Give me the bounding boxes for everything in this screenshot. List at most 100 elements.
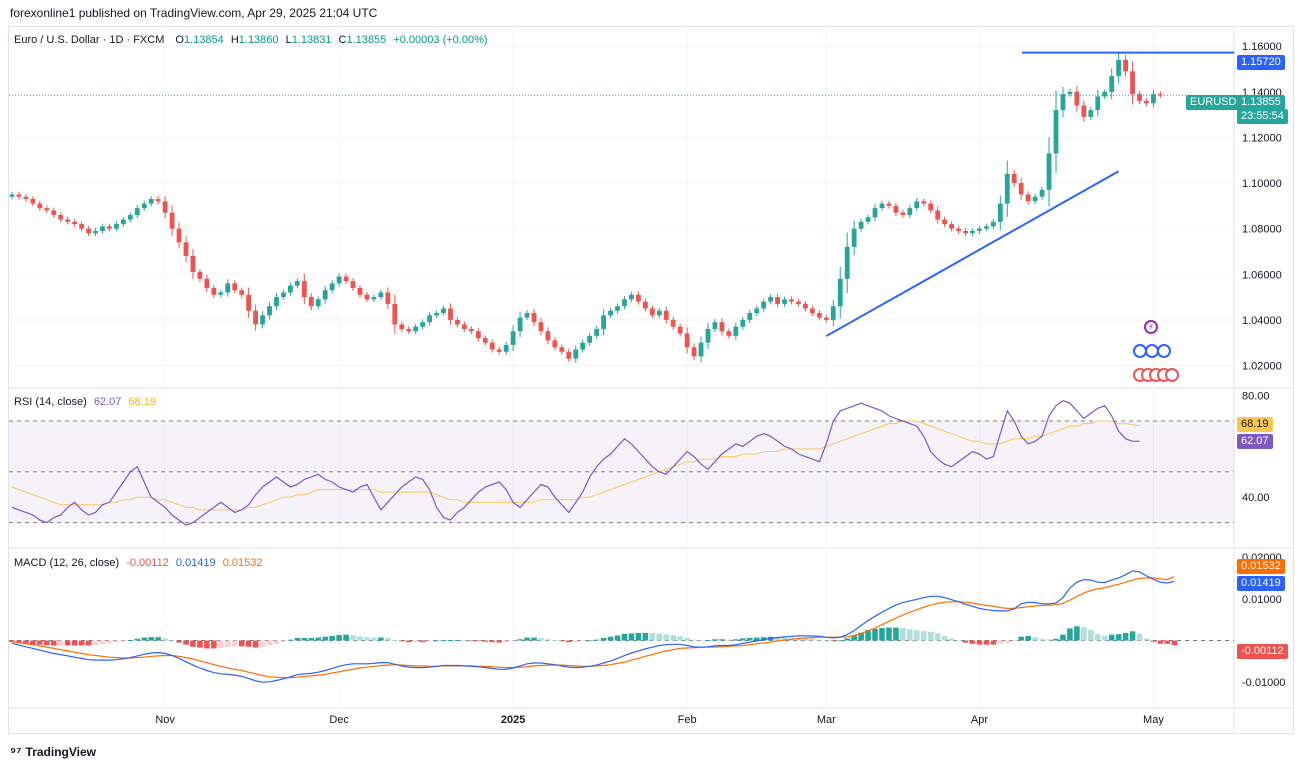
candle-body[interactable] bbox=[107, 226, 112, 229]
candle-body[interactable] bbox=[698, 342, 704, 357]
candle-body[interactable] bbox=[120, 219, 126, 225]
candle-body[interactable] bbox=[775, 297, 780, 304]
candle-body[interactable] bbox=[65, 219, 71, 222]
candle-body[interactable] bbox=[928, 203, 934, 211]
candle-body[interactable] bbox=[448, 308, 453, 320]
candle-body[interactable] bbox=[72, 221, 78, 225]
candle-body[interactable] bbox=[726, 331, 732, 336]
candle-body[interactable] bbox=[1074, 91, 1080, 106]
candle-body[interactable] bbox=[232, 283, 238, 291]
candle-body[interactable] bbox=[524, 313, 530, 318]
candle-body[interactable] bbox=[747, 313, 753, 320]
candle-body[interactable] bbox=[782, 299, 787, 304]
candle-body[interactable] bbox=[970, 230, 975, 234]
candle-body[interactable] bbox=[622, 299, 627, 307]
candle-body[interactable] bbox=[656, 310, 662, 316]
macd-line[interactable] bbox=[11, 570, 1175, 683]
candle-body[interactable] bbox=[629, 294, 634, 300]
candle-body[interactable] bbox=[350, 281, 356, 288]
candle-body[interactable] bbox=[301, 281, 307, 298]
candle-body[interactable] bbox=[308, 297, 314, 307]
candle-body[interactable] bbox=[712, 322, 718, 329]
candle-body[interactable] bbox=[977, 228, 982, 231]
candle-body[interactable] bbox=[482, 338, 488, 343]
candle-body[interactable] bbox=[1053, 110, 1059, 154]
candle-body[interactable] bbox=[455, 319, 460, 325]
candle-body[interactable] bbox=[176, 228, 182, 243]
candle-body[interactable] bbox=[162, 201, 168, 213]
candle-body[interactable] bbox=[114, 224, 119, 229]
candle-body[interactable] bbox=[872, 208, 878, 218]
candle-body[interactable] bbox=[879, 203, 885, 209]
candle-body[interactable] bbox=[134, 208, 140, 215]
candle-body[interactable] bbox=[1004, 173, 1010, 204]
candle-body[interactable] bbox=[997, 203, 1003, 222]
candle-body[interactable] bbox=[1032, 196, 1038, 202]
candle-body[interactable] bbox=[963, 230, 968, 234]
candle-body[interactable] bbox=[1067, 91, 1073, 95]
candle-body[interactable] bbox=[253, 310, 258, 325]
candle-body[interactable] bbox=[155, 199, 161, 202]
candle-body[interactable] bbox=[552, 340, 558, 348]
us-flag-event-icon[interactable] bbox=[1165, 368, 1179, 382]
candle-body[interactable] bbox=[893, 205, 899, 213]
candle-body[interactable] bbox=[789, 299, 794, 302]
candle-body[interactable] bbox=[413, 326, 419, 332]
candle-body[interactable] bbox=[468, 328, 474, 332]
candle-body[interactable] bbox=[942, 219, 948, 225]
candle-body[interactable] bbox=[984, 226, 989, 229]
candle-body[interactable] bbox=[1046, 153, 1052, 190]
candle-body[interactable] bbox=[684, 333, 690, 348]
candle-body[interactable] bbox=[907, 208, 913, 215]
candle-body[interactable] bbox=[427, 315, 432, 323]
candle-body[interactable] bbox=[475, 331, 481, 339]
candle-body[interactable] bbox=[218, 292, 224, 295]
macd-title[interactable]: MACD (12, 26, close) bbox=[14, 557, 120, 569]
lightning-event-icon[interactable]: ⚡ bbox=[1144, 320, 1158, 334]
candle-body[interactable] bbox=[1137, 94, 1142, 101]
candle-body[interactable] bbox=[810, 308, 815, 314]
candle-body[interactable] bbox=[148, 199, 154, 204]
candle-body[interactable] bbox=[322, 290, 328, 300]
candle-body[interactable] bbox=[1095, 96, 1101, 111]
candle-body[interactable] bbox=[378, 292, 384, 298]
candle-body[interactable] bbox=[1102, 91, 1108, 97]
candle-body[interactable] bbox=[851, 228, 857, 247]
candle-body[interactable] bbox=[1039, 189, 1045, 197]
candle-body[interactable] bbox=[900, 212, 906, 215]
candle-body[interactable] bbox=[921, 201, 927, 204]
candle-body[interactable] bbox=[267, 306, 272, 316]
candle-body[interactable] bbox=[343, 276, 349, 282]
candle-body[interactable] bbox=[1130, 71, 1135, 95]
candle-body[interactable] bbox=[768, 297, 774, 302]
candle-body[interactable] bbox=[239, 290, 245, 295]
candle-body[interactable] bbox=[44, 208, 50, 211]
candle-body[interactable] bbox=[281, 292, 286, 298]
candle-body[interactable] bbox=[886, 203, 892, 206]
candle-body[interactable] bbox=[914, 201, 920, 209]
candle-body[interactable] bbox=[274, 297, 279, 307]
candle-body[interactable] bbox=[197, 271, 203, 279]
candle-body[interactable] bbox=[1151, 94, 1156, 104]
candle-body[interactable] bbox=[587, 335, 593, 343]
candle-body[interactable] bbox=[956, 228, 961, 231]
candle-body[interactable] bbox=[246, 294, 252, 311]
candle-body[interactable] bbox=[496, 349, 502, 352]
candle-body[interactable] bbox=[754, 308, 760, 314]
candle-body[interactable] bbox=[830, 306, 836, 320]
candle-body[interactable] bbox=[636, 294, 641, 302]
candle-body[interactable] bbox=[740, 319, 746, 327]
candle-body[interactable] bbox=[545, 331, 551, 341]
candle-body[interactable] bbox=[670, 319, 676, 327]
candle-body[interactable] bbox=[719, 322, 725, 332]
candle-body[interactable] bbox=[1123, 59, 1128, 72]
candle-body[interactable] bbox=[204, 278, 210, 288]
candle-body[interactable] bbox=[211, 287, 217, 295]
candle-body[interactable] bbox=[858, 221, 864, 229]
candle-body[interactable] bbox=[462, 324, 467, 329]
candle-body[interactable] bbox=[510, 331, 516, 345]
candle-body[interactable] bbox=[86, 228, 91, 234]
candle-body[interactable] bbox=[691, 347, 697, 357]
candle-body[interactable] bbox=[677, 326, 683, 334]
